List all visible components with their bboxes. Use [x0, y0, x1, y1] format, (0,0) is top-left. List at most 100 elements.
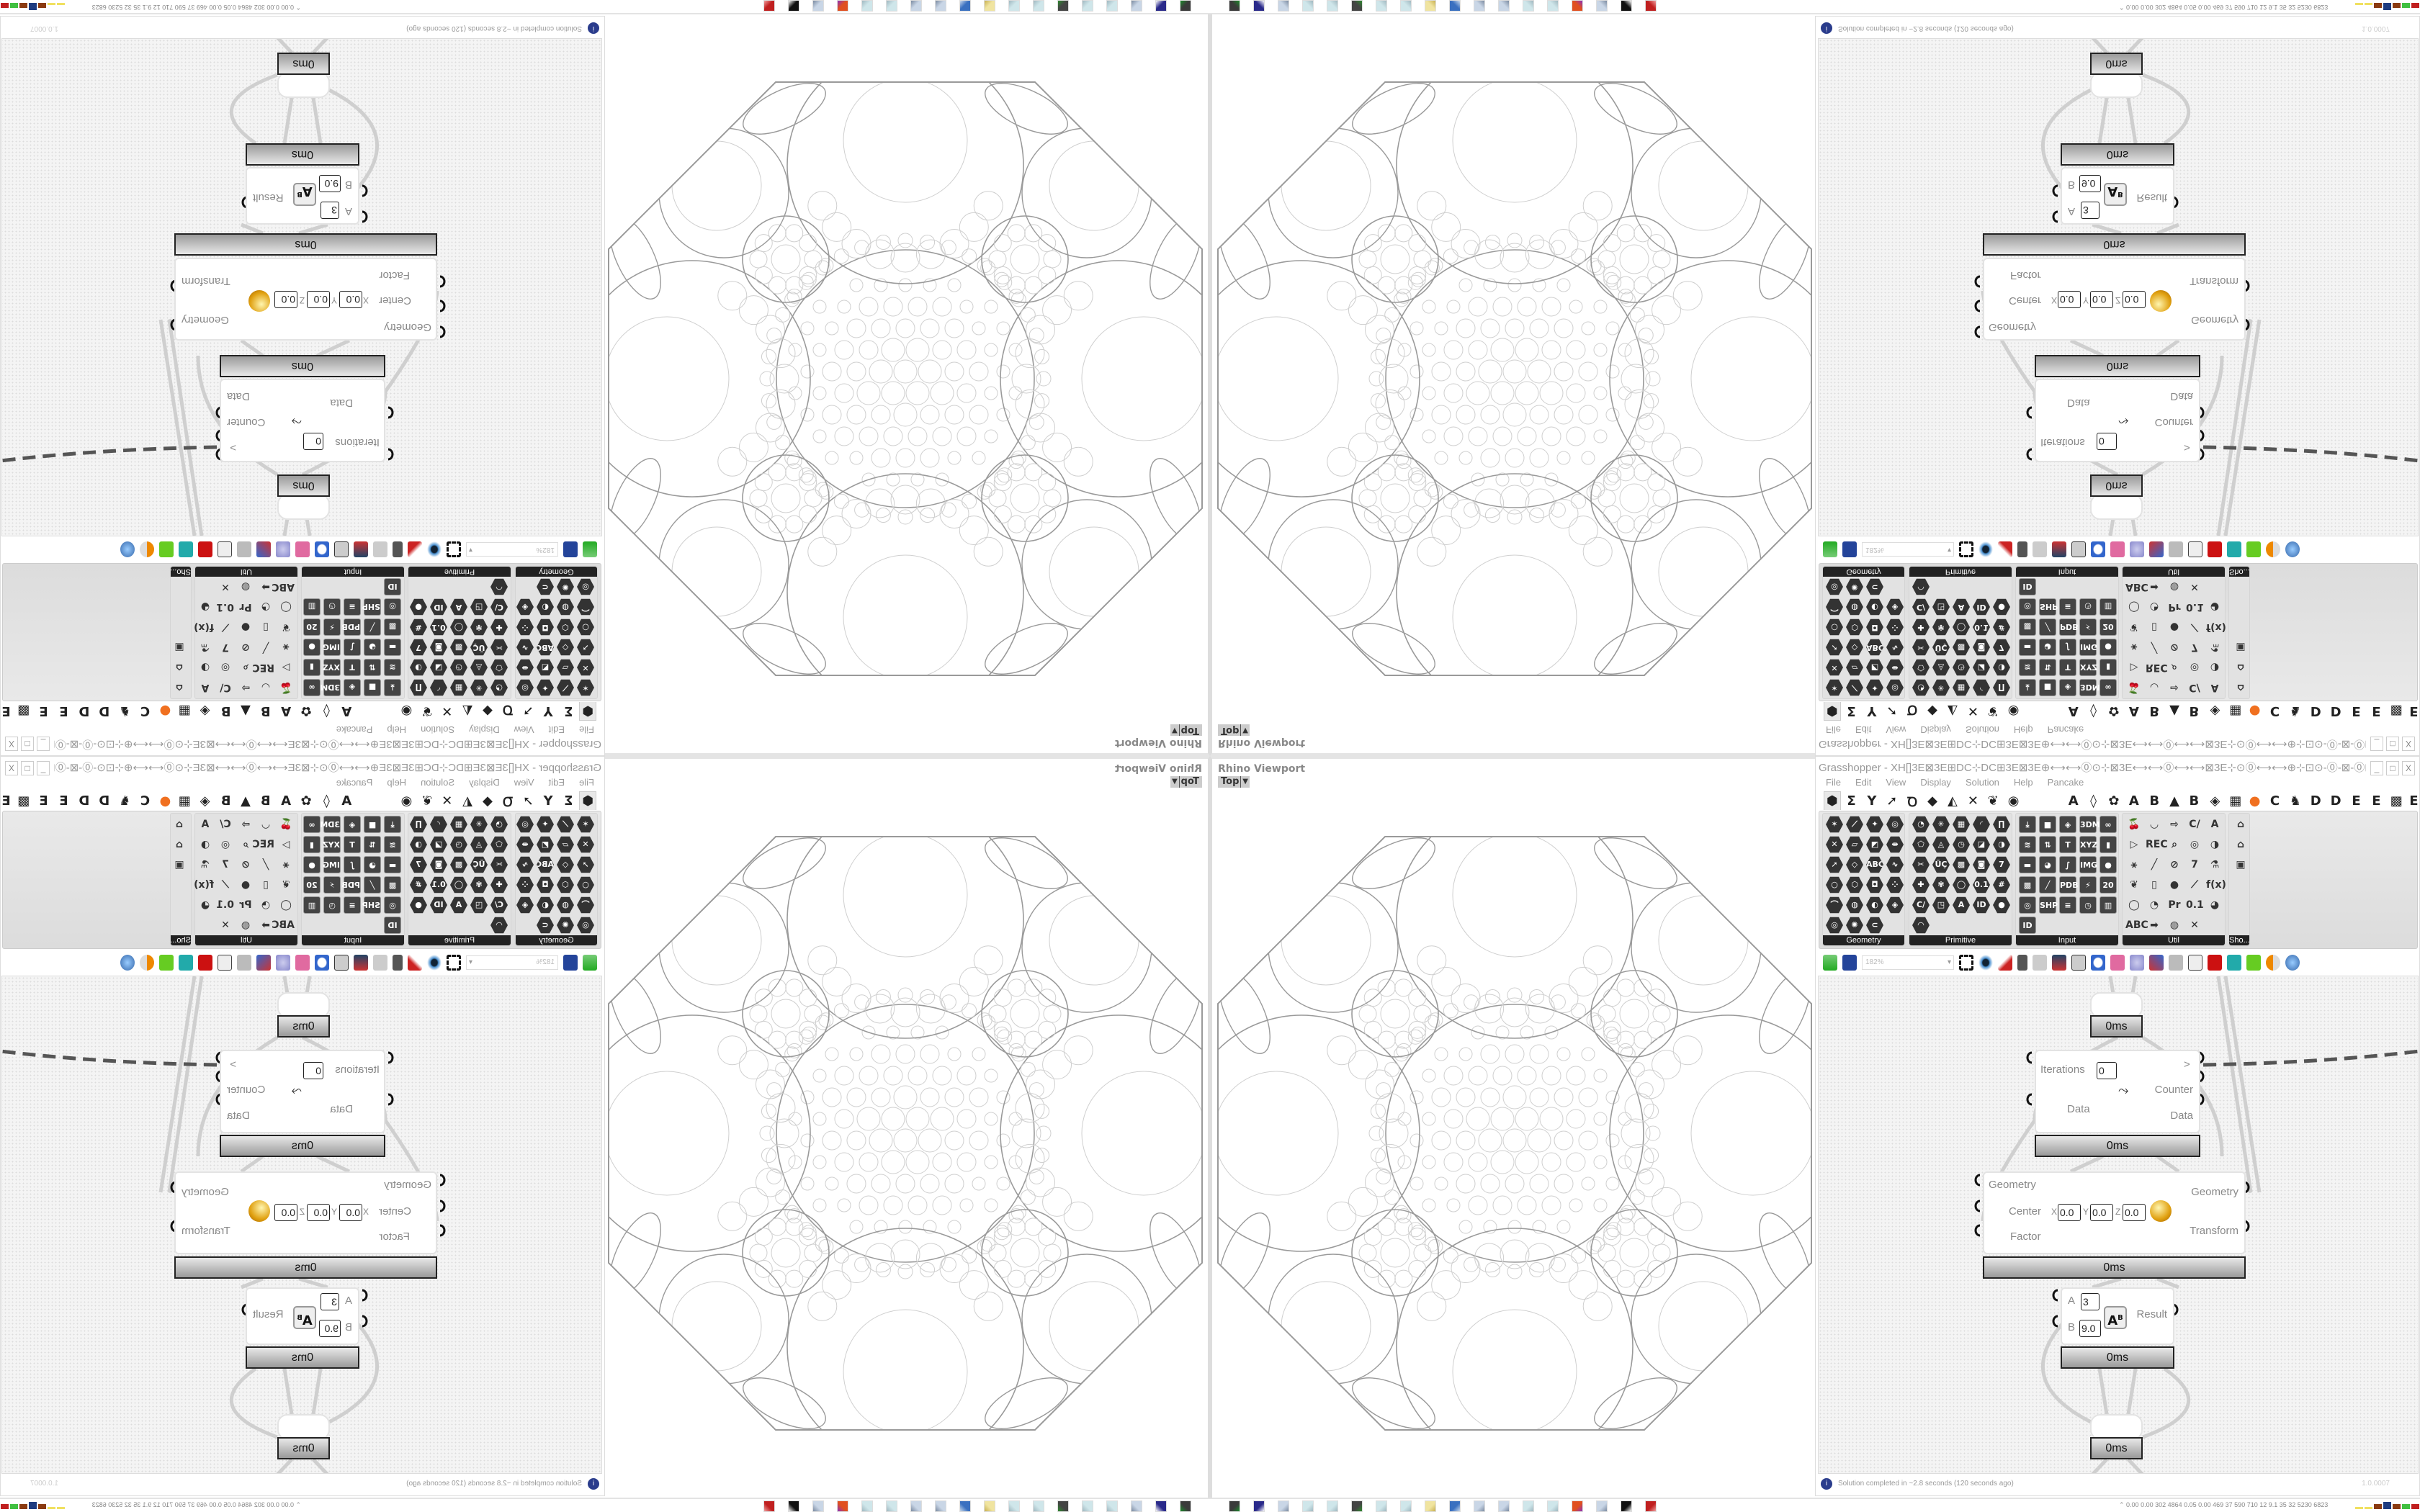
component-tool-icon[interactable]: ✚: [490, 876, 508, 894]
taskbar-app-icon[interactable]: [1008, 0, 1020, 12]
component-tool-icon[interactable]: ✦: [537, 679, 554, 696]
component-tool-icon[interactable]: ◘: [1866, 876, 1883, 894]
component-tool-icon[interactable]: ◔: [261, 601, 271, 613]
tab-icon[interactable]: E: [2372, 703, 2381, 719]
sphere-icon[interactable]: [120, 955, 135, 971]
wires-icon[interactable]: [2149, 541, 2164, 557]
component-tool-icon[interactable]: ⊂: [537, 578, 554, 595]
component-tool-icon[interactable]: SHP: [2039, 598, 2058, 616]
component-tool-icon[interactable]: 20: [303, 618, 321, 636]
menu-solution[interactable]: Solution: [421, 724, 455, 735]
tab-icon[interactable]: ✕: [442, 793, 453, 809]
component-tool-icon[interactable]: ◩: [537, 659, 554, 676]
component-tool-icon[interactable]: ✳: [470, 679, 488, 696]
component-tool-icon[interactable]: #: [410, 618, 427, 636]
component-tool-icon[interactable]: ◎: [1886, 816, 1904, 833]
zoom-extents-icon[interactable]: [1959, 955, 1973, 971]
menu-solution[interactable]: Solution: [421, 777, 455, 788]
component-tool-icon[interactable]: ▣: [174, 642, 184, 653]
tab-icon[interactable]: ➚: [1886, 793, 1898, 809]
component-tool-icon[interactable]: ⇹: [1886, 836, 1904, 853]
component-tool-icon[interactable]: ◷: [2079, 896, 2097, 914]
component-tool-icon[interactable]: ◯: [450, 618, 467, 636]
tab-icon[interactable]: E: [39, 793, 48, 809]
tab-icon[interactable]: Y: [543, 703, 553, 719]
component-tool-icon[interactable]: ◕: [2039, 856, 2056, 873]
data-param-node-top[interactable]: [2090, 992, 2143, 1018]
param-grip[interactable]: [387, 448, 394, 461]
center-x-value[interactable]: 0.0: [339, 1204, 362, 1221]
component-tool-icon[interactable]: ✕: [1826, 659, 1843, 676]
component-tool-icon[interactable]: ◜: [1973, 816, 1990, 833]
taskbar-app-icon[interactable]: [812, 1500, 824, 1512]
tab-icon[interactable]: A: [2068, 703, 2079, 719]
component-tool-icon[interactable]: ◡: [2150, 682, 2159, 693]
taskbar-app-icon[interactable]: [1327, 1500, 1338, 1512]
component-tool-icon[interactable]: ID: [430, 896, 447, 914]
component-tool-icon[interactable]: ╱: [364, 876, 381, 894]
power-component[interactable]: A 3 B 9.0 AB Result: [246, 167, 359, 225]
taskbar-app-icon[interactable]: [1351, 1500, 1363, 1512]
component-tool-icon[interactable]: ◈: [1886, 896, 1904, 914]
tab-icon[interactable]: B: [2189, 703, 2200, 719]
component-tool-icon[interactable]: ◎: [220, 839, 230, 850]
tab-icon[interactable]: ◆: [483, 793, 493, 809]
component-tool-icon[interactable]: 20: [2099, 876, 2117, 894]
param-grip[interactable]: [362, 210, 368, 223]
component-tool-icon[interactable]: ✦: [1866, 679, 1883, 696]
bulb-icon[interactable]: [276, 541, 290, 557]
component-tool-icon[interactable]: ⁘: [1886, 876, 1904, 894]
iterations-value[interactable]: 0: [303, 433, 323, 450]
component-tool-icon[interactable]: ∫: [2059, 856, 2076, 873]
material-icon[interactable]: [140, 541, 154, 557]
tab-icon[interactable]: ❦: [1987, 793, 1999, 809]
tab-icon[interactable]: E: [1, 703, 11, 719]
component-tool-icon[interactable]: Pr: [239, 601, 252, 613]
component-tool-icon[interactable]: ◩: [537, 836, 554, 853]
component-tool-icon[interactable]: ⚡: [323, 876, 341, 894]
taskbar-app-icon[interactable]: [1572, 0, 1583, 12]
preview-eye-icon[interactable]: [427, 541, 442, 557]
tab-icon[interactable]: D: [99, 703, 110, 719]
component-tool-icon[interactable]: ○: [577, 876, 594, 894]
component-tool-icon[interactable]: ◈: [516, 896, 534, 914]
component-tool-icon[interactable]: ⌕: [2172, 839, 2177, 850]
maximize-button[interactable]: □: [21, 737, 34, 751]
component-tool-icon[interactable]: 🍒: [279, 819, 292, 830]
center-x-value[interactable]: 0.0: [339, 291, 362, 308]
component-tool-icon[interactable]: ▬: [2019, 856, 2036, 873]
component-tool-icon[interactable]: ⤓: [2019, 816, 2036, 833]
tab-icon[interactable]: ◉: [400, 703, 413, 719]
component-tool-icon[interactable]: 0.1: [2186, 899, 2204, 911]
save-file-icon[interactable]: [563, 955, 578, 971]
component-tool-icon[interactable]: ◎: [384, 896, 401, 914]
cylinder-icon[interactable]: [2188, 955, 2202, 971]
preview-eye-icon[interactable]: [1978, 955, 1993, 971]
tab-icon[interactable]: C: [2269, 703, 2280, 719]
component-tool-icon[interactable]: ●: [410, 896, 427, 914]
param-grip[interactable]: [2026, 448, 2033, 461]
menu-pancake[interactable]: Pancake: [336, 724, 373, 735]
component-tool-icon[interactable]: ✕: [577, 659, 594, 676]
tab-icon[interactable]: ▲: [2169, 793, 2180, 809]
component-tool-icon[interactable]: ▩: [384, 876, 401, 894]
tab-icon[interactable]: Y: [1867, 703, 1877, 719]
center-y-value[interactable]: 0.0: [307, 291, 330, 308]
tab-icon[interactable]: ▦: [2229, 793, 2242, 809]
component-tool-icon[interactable]: ✦: [1866, 816, 1883, 833]
component-tool-icon[interactable]: ◍: [557, 896, 574, 914]
panel-label[interactable]: Sho...: [170, 567, 191, 577]
component-tool-icon[interactable]: A: [201, 819, 210, 830]
component-tool-icon[interactable]: f(x): [2206, 621, 2226, 633]
sphere-icon[interactable]: [2285, 541, 2300, 557]
param-grip[interactable]: [1974, 1200, 1981, 1212]
open-file-icon[interactable]: [1823, 541, 1837, 557]
red-block-icon[interactable]: [2208, 955, 2222, 971]
taskbar-app-icon[interactable]: [1449, 1500, 1461, 1512]
component-tool-icon[interactable]: ∿: [1886, 639, 1904, 656]
taskbar-app-icon[interactable]: [1155, 1500, 1167, 1512]
menu-help[interactable]: Help: [2013, 777, 2033, 788]
search-icon[interactable]: [315, 541, 329, 557]
component-tool-icon[interactable]: ⌒: [1826, 896, 1843, 914]
component-tool-icon[interactable]: ◕: [200, 601, 210, 613]
